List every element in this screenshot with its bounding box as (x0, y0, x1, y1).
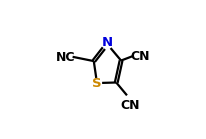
Text: NC: NC (56, 51, 75, 64)
Text: N: N (101, 36, 112, 49)
Text: CN: CN (119, 99, 139, 112)
Text: S: S (92, 77, 101, 90)
Text: CN: CN (130, 50, 149, 63)
